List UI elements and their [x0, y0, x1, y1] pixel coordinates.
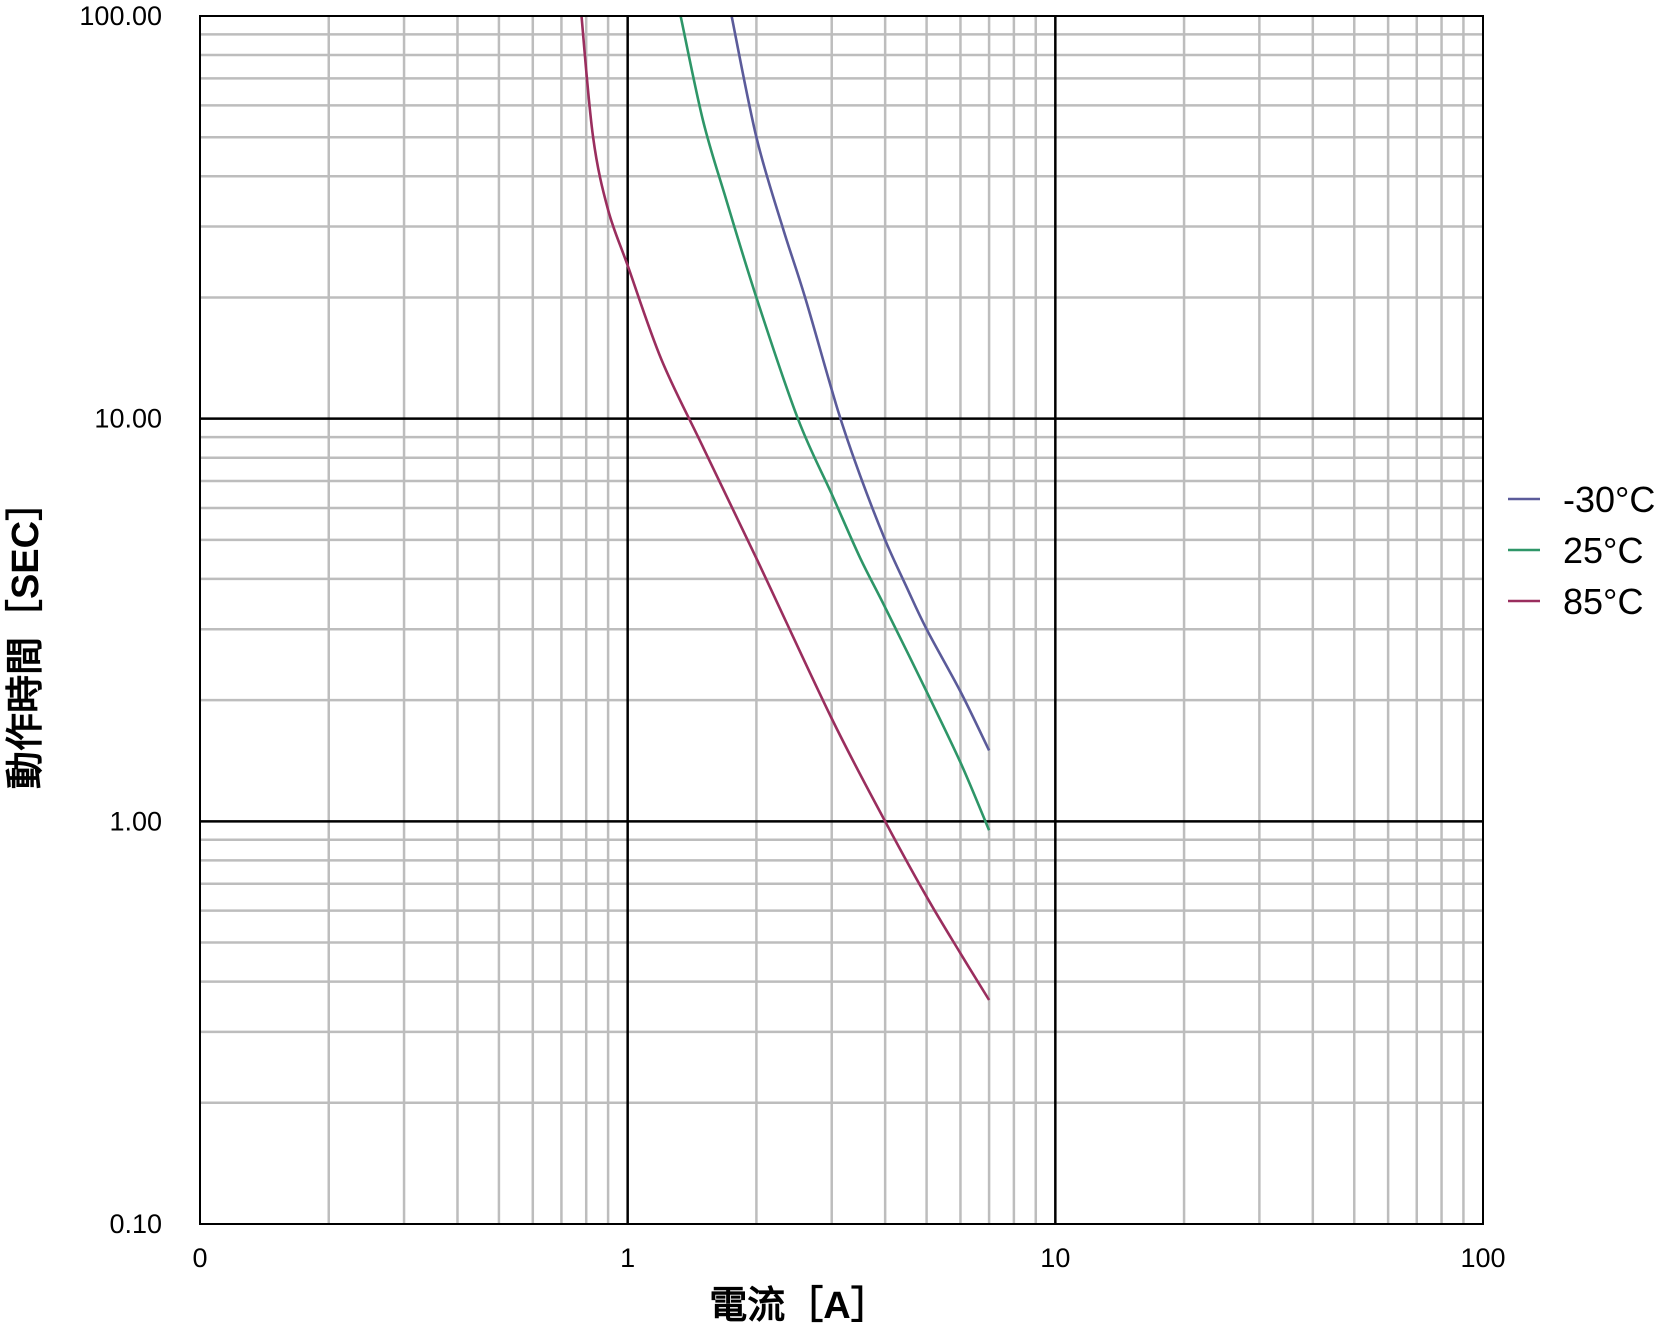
y-tick-label: 10.00 [94, 404, 162, 434]
plot-frame [199, 15, 1484, 1225]
legend: -30°C 25°C 85°C [1508, 479, 1655, 622]
x-axis-label: 電流［A］ [709, 1285, 888, 1327]
plot-lines [580, 15, 991, 1001]
series-line [730, 15, 991, 751]
legend-label: -30°C [1563, 479, 1655, 520]
y-tick-labels: 0.10 1.00 10.00 100.00 [79, 1, 162, 1239]
x-tick-label: 0 [192, 1243, 207, 1273]
y-tick-label: 100.00 [79, 1, 162, 31]
x-tick-label: 1 [620, 1243, 635, 1273]
grid-major [200, 16, 1483, 1224]
grid-minor [200, 16, 1483, 1224]
series-line [679, 15, 991, 831]
x-tick-label: 100 [1460, 1243, 1505, 1273]
series-line [580, 15, 991, 1001]
y-tick-label: 0.10 [109, 1209, 162, 1239]
y-axis-label: 動作時間［SEC］ [5, 483, 47, 789]
x-tick-labels: 0 1 10 100 [192, 1243, 1505, 1273]
legend-label: 25°C [1563, 530, 1643, 571]
legend-label: 85°C [1563, 581, 1643, 622]
y-tick-label: 1.00 [109, 806, 162, 836]
x-tick-label: 10 [1040, 1243, 1070, 1273]
